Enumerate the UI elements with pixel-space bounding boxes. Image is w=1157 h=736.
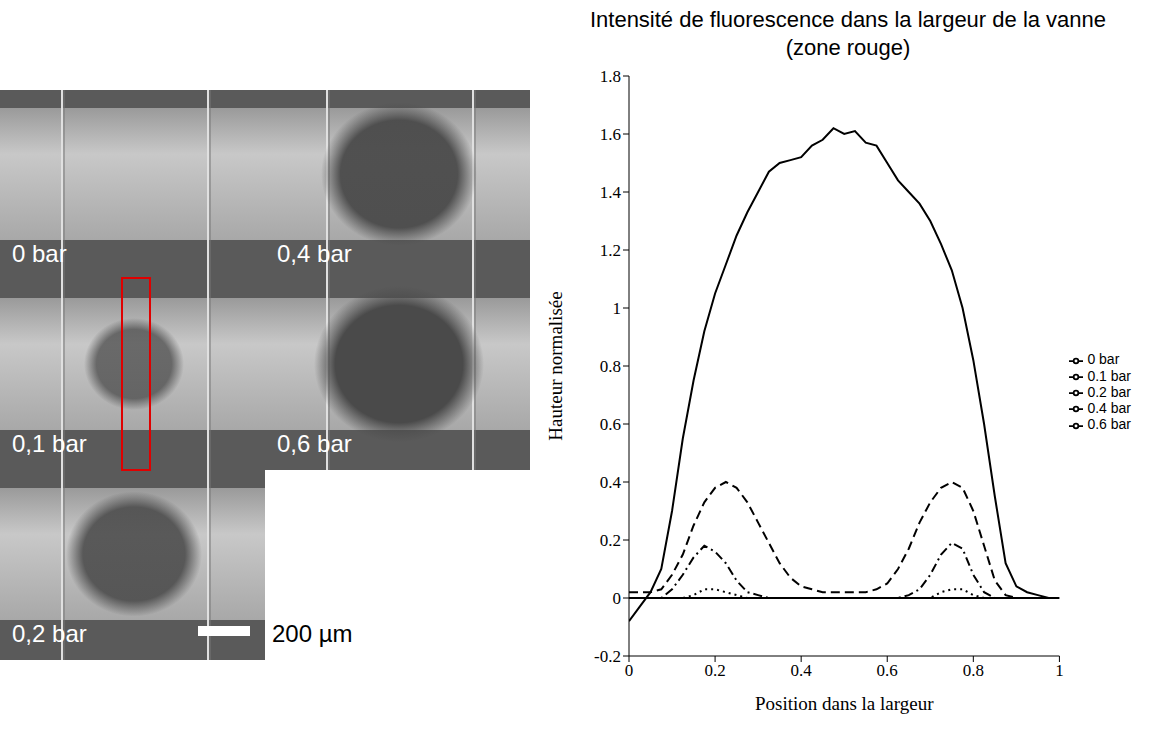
html-text:0 bar: 0 bar: [1087, 351, 1120, 368]
svg-text:0.8: 0.8: [600, 357, 621, 376]
html-text:0.2 bar: 0.2 bar: [1087, 383, 1131, 400]
svg-text:0.4: 0.4: [600, 473, 622, 492]
html-text:0.1 bar: 0.1 bar: [1087, 367, 1131, 384]
svg-text:0.2: 0.2: [704, 661, 725, 680]
svg-text:200 µm: 200 µm: [272, 620, 353, 647]
svg-text:0.4: 0.4: [791, 661, 813, 680]
html-text:0.4 bar: 0.4 bar: [1087, 400, 1131, 417]
svg-text:0,4 bar: 0,4 bar: [277, 240, 352, 267]
svg-text:1.8: 1.8: [600, 67, 621, 86]
svg-text:0,2 bar: 0,2 bar: [12, 620, 87, 647]
svg-text:0: 0: [613, 589, 622, 608]
svg-text:-0.2: -0.2: [594, 647, 621, 666]
svg-text:0.2: 0.2: [600, 531, 621, 550]
svg-text:Position dans la largeur: Position dans la largeur: [755, 693, 934, 714]
svg-text:1: 1: [1055, 661, 1064, 680]
svg-text:0 bar: 0 bar: [12, 240, 67, 267]
svg-text:0,6 bar: 0,6 bar: [277, 430, 352, 457]
svg-text:0.6: 0.6: [877, 661, 898, 680]
svg-text:0,1 bar: 0,1 bar: [12, 430, 87, 457]
html-text:0.6 bar: 0.6 bar: [1087, 416, 1131, 433]
svg-text:0.8: 0.8: [963, 661, 984, 680]
html-text:Intensité de fluorescence dans: Intensité de fluorescence dans la largeu…: [589, 7, 1107, 60]
svg-text:1.4: 1.4: [600, 183, 622, 202]
svg-text:1.6: 1.6: [600, 125, 621, 144]
svg-text:1: 1: [613, 299, 622, 318]
svg-text:1.2: 1.2: [600, 241, 621, 260]
svg-text:0.6: 0.6: [600, 415, 621, 434]
svg-text:Hauteur normalisée: Hauteur normalisée: [545, 291, 566, 440]
svg-text:0: 0: [625, 661, 634, 680]
